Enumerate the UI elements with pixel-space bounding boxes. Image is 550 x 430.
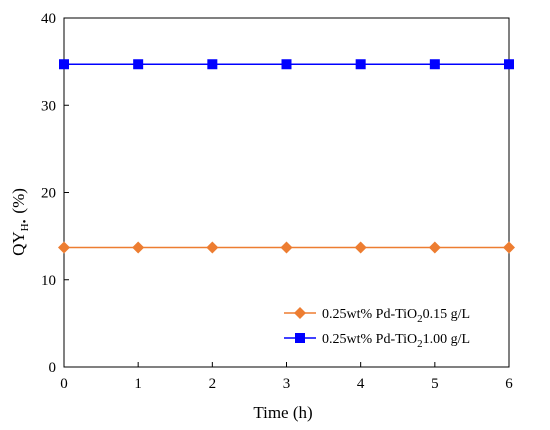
legend-label-0-subscript: 2 [417,313,423,325]
series-1-point [355,59,366,70]
x-tick-label: 0 [60,376,68,392]
x-axis: 0 1 2 3 4 5 6 [60,362,513,392]
x-tick-label: 2 [209,376,217,392]
y-tick-label: 10 [41,273,56,289]
legend-label-1-subscript: 2 [417,338,423,350]
legend-label-0-suffix: 0.15 g/L [423,307,470,322]
series-0-point [354,241,367,254]
y-tick-label: 40 [41,11,56,27]
legend-label-1-suffix: 1.00 g/L [423,332,470,347]
x-tick-label: 4 [357,376,365,392]
legend-marker-1 [295,333,305,343]
y-tick-label: 20 [41,186,56,202]
legend-label-1-name: 0.25wt% Pd-TiO [322,332,417,347]
series-1-point [207,59,218,70]
x-tick-label: 3 [283,376,291,392]
series-1-point [429,59,440,70]
series-0-point [132,241,145,254]
legend: 0.25wt% Pd-TiO20.15 g/L 0.25wt% Pd-TiO21… [284,307,470,350]
series-0-point [206,241,219,254]
legend-marker-0 [294,307,306,319]
y-axis: 0 10 20 30 40 [41,11,69,376]
x-tick-label: 6 [505,376,513,392]
series-0-point [428,241,441,254]
y-axis-title: QYH• (%) [9,188,31,256]
series-0-point [280,241,293,254]
y-axis-title-subscript: H• [19,219,31,231]
series-1-point [281,59,292,70]
legend-label-0-name: 0.25wt% Pd-TiO [322,307,417,322]
series-0-point [503,241,515,254]
x-axis-title: Time (h) [253,403,312,422]
y-tick-label: 30 [41,98,56,114]
legend-entry-1: 0.25wt% Pd-TiO21.00 g/L [284,332,470,350]
y-axis-title-suffix: (%) [9,188,28,213]
series-1-point [504,59,514,70]
series-1-point [59,59,69,70]
legend-label-1: 0.25wt% Pd-TiO21.00 g/L [322,332,470,350]
series-0-point [58,241,70,254]
series-layer [58,59,515,254]
series-1-point [133,59,144,70]
y-tick-label: 0 [49,360,57,376]
x-tick-label: 1 [134,376,142,392]
legend-entry-0: 0.25wt% Pd-TiO20.15 g/L [284,307,470,325]
y-axis-title-prefix: QY [9,231,28,256]
legend-label-0: 0.25wt% Pd-TiO20.15 g/L [322,307,470,325]
x-tick-label: 5 [431,376,439,392]
